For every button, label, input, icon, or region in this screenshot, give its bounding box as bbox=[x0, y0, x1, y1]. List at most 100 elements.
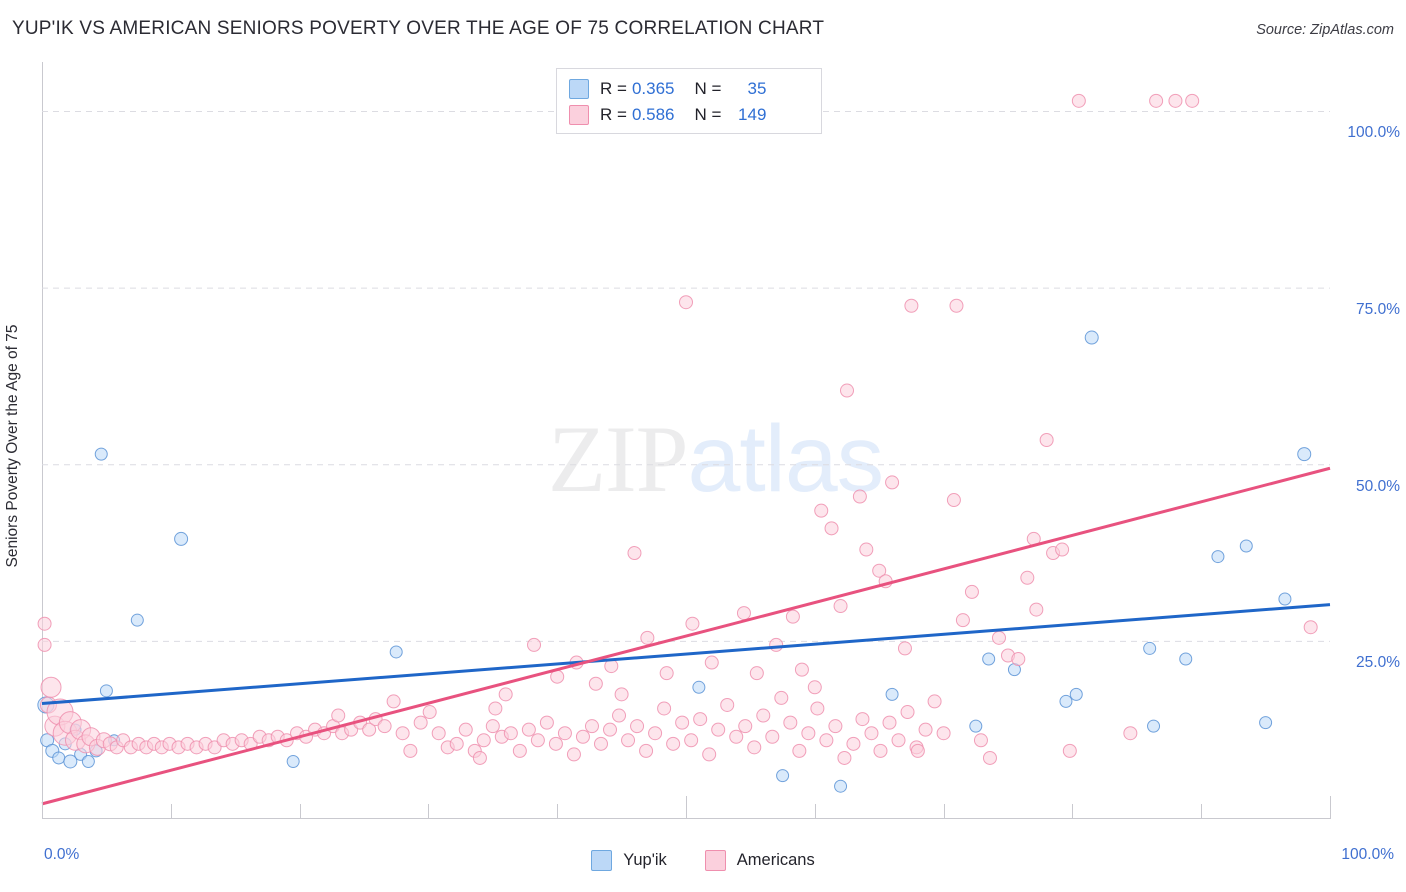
legend-swatch-americans-icon bbox=[704, 850, 726, 871]
data-point bbox=[1297, 447, 1312, 462]
data-point bbox=[828, 719, 843, 734]
data-point bbox=[834, 779, 848, 793]
data-point bbox=[1011, 652, 1026, 667]
data-point bbox=[657, 701, 672, 716]
data-point bbox=[40, 676, 62, 698]
data-point bbox=[130, 613, 144, 627]
x-axis-tick bbox=[557, 804, 559, 818]
data-point bbox=[640, 630, 655, 645]
data-point bbox=[539, 715, 554, 730]
data-point bbox=[512, 743, 527, 758]
data-point bbox=[747, 740, 762, 755]
data-point bbox=[527, 637, 542, 652]
data-point bbox=[885, 475, 900, 490]
y-axis-tick-label: 75.0% bbox=[1356, 301, 1400, 319]
data-point bbox=[885, 687, 899, 701]
data-point bbox=[738, 719, 753, 734]
data-point bbox=[982, 750, 997, 765]
series-americans bbox=[37, 93, 1318, 765]
data-point bbox=[485, 719, 500, 734]
data-point bbox=[566, 747, 581, 762]
legend-item-americans[interactable]: Americans bbox=[704, 850, 815, 871]
data-point bbox=[1062, 743, 1077, 758]
data-point bbox=[685, 616, 700, 631]
legend-item-yupik[interactable]: Yup'ik bbox=[591, 850, 667, 871]
data-point bbox=[52, 751, 66, 765]
stats-swatch-yupik-icon bbox=[569, 79, 589, 99]
data-point bbox=[413, 715, 428, 730]
data-point bbox=[840, 383, 854, 398]
data-point bbox=[969, 719, 983, 733]
series-legend: Yup'ik Americans bbox=[0, 850, 1406, 871]
data-point bbox=[729, 729, 744, 744]
data-point bbox=[530, 733, 545, 748]
trend-line-americans bbox=[41, 466, 1331, 806]
data-point bbox=[824, 521, 839, 536]
stats-r-value-yupik: 0.365 bbox=[631, 79, 675, 98]
data-point bbox=[846, 736, 861, 751]
stats-swatch-americans-icon bbox=[569, 105, 589, 125]
data-point bbox=[521, 722, 536, 737]
data-point bbox=[720, 697, 735, 712]
data-point bbox=[627, 546, 642, 561]
data-point bbox=[897, 641, 912, 656]
data-point bbox=[736, 606, 751, 621]
data-point bbox=[891, 733, 906, 748]
stats-row-yupik: R = 0.365 N = 35 bbox=[569, 76, 811, 102]
y-axis-line bbox=[42, 62, 43, 818]
data-point bbox=[936, 726, 951, 741]
data-point bbox=[548, 736, 563, 751]
data-point bbox=[783, 715, 798, 730]
data-point bbox=[1084, 330, 1099, 345]
data-point bbox=[702, 747, 717, 762]
data-point bbox=[1071, 93, 1086, 108]
data-point bbox=[774, 690, 789, 705]
data-point bbox=[1143, 641, 1157, 655]
y-axis-tick-labels: 100.0% 75.0% 50.0% 25.0% bbox=[1331, 62, 1406, 818]
data-point bbox=[749, 666, 764, 681]
stats-r-value-americans: 0.586 bbox=[631, 105, 675, 124]
data-point bbox=[807, 680, 822, 695]
stats-n-label-americans: N = bbox=[694, 105, 722, 124]
data-point bbox=[872, 563, 887, 578]
page-title: YUP'IK VS AMERICAN SENIORS POVERTY OVER … bbox=[12, 18, 825, 39]
x-axis-tick bbox=[42, 796, 43, 818]
y-axis-tick-label: 50.0% bbox=[1356, 477, 1400, 495]
data-point bbox=[704, 655, 719, 670]
data-point bbox=[776, 769, 790, 783]
y-axis-tick-label: 100.0% bbox=[1347, 124, 1400, 142]
legend-swatch-yupik-icon bbox=[591, 850, 613, 871]
data-point bbox=[377, 719, 392, 734]
data-point bbox=[1259, 716, 1273, 730]
data-point bbox=[362, 722, 377, 737]
data-point bbox=[621, 733, 636, 748]
stats-n-value-yupik: 35 bbox=[747, 79, 767, 98]
data-point bbox=[331, 708, 346, 723]
data-point bbox=[1069, 687, 1083, 701]
x-axis-max-label: 100.0% bbox=[1341, 846, 1394, 863]
data-point bbox=[1039, 433, 1054, 447]
data-point bbox=[588, 676, 603, 691]
data-point bbox=[1168, 93, 1183, 108]
data-point bbox=[769, 637, 784, 652]
stats-n-label-yupik: N = bbox=[694, 79, 722, 98]
data-point bbox=[614, 687, 629, 702]
data-point bbox=[1179, 652, 1193, 666]
data-point bbox=[833, 599, 848, 614]
data-point bbox=[819, 733, 834, 748]
y-axis-title: Seniors Poverty Over the Age of 75 bbox=[4, 324, 21, 568]
data-point bbox=[37, 637, 52, 652]
data-point bbox=[593, 736, 608, 751]
data-point bbox=[557, 726, 572, 741]
data-point bbox=[684, 733, 699, 748]
data-point bbox=[973, 733, 988, 748]
data-point bbox=[904, 298, 919, 313]
data-point bbox=[666, 736, 681, 751]
stats-row-americans: R = 0.586 N = 149 bbox=[569, 102, 811, 128]
legend-label-americans: Americans bbox=[736, 851, 815, 869]
data-point bbox=[488, 701, 503, 716]
x-axis-tick bbox=[1201, 804, 1203, 818]
x-axis-tick bbox=[428, 804, 430, 818]
data-point bbox=[910, 743, 925, 758]
data-point bbox=[422, 705, 437, 720]
